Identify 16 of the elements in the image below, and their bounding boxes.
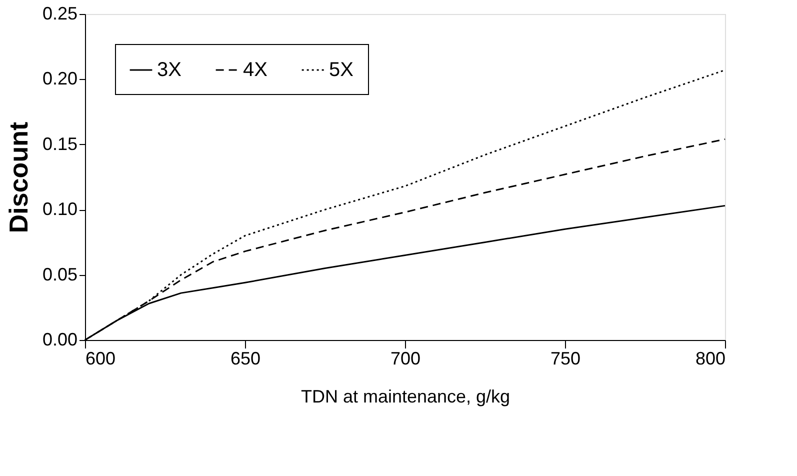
y-axis-title: Discount <box>3 122 34 234</box>
x-tick-label: 600 <box>86 348 116 368</box>
x-axis-title: TDN at maintenance, g/kg <box>300 386 510 406</box>
legend-label: 4X <box>243 59 268 81</box>
legend-label: 5X <box>329 59 354 81</box>
y-tick-label: 0.20 <box>42 68 78 89</box>
x-tick-label: 800 <box>695 348 726 368</box>
y-tick-label: 0.15 <box>42 134 78 154</box>
y-tick-label: 0.25 <box>42 4 78 24</box>
x-tick-label: 650 <box>230 348 261 368</box>
y-tick-label: 0.00 <box>42 330 78 350</box>
x-tick-label: 700 <box>390 348 421 368</box>
y-tick-label: 0.05 <box>42 264 78 284</box>
legend-label: 3X <box>157 59 182 81</box>
y-tick-label: 0.10 <box>42 199 78 220</box>
x-tick-label: 750 <box>550 348 581 368</box>
